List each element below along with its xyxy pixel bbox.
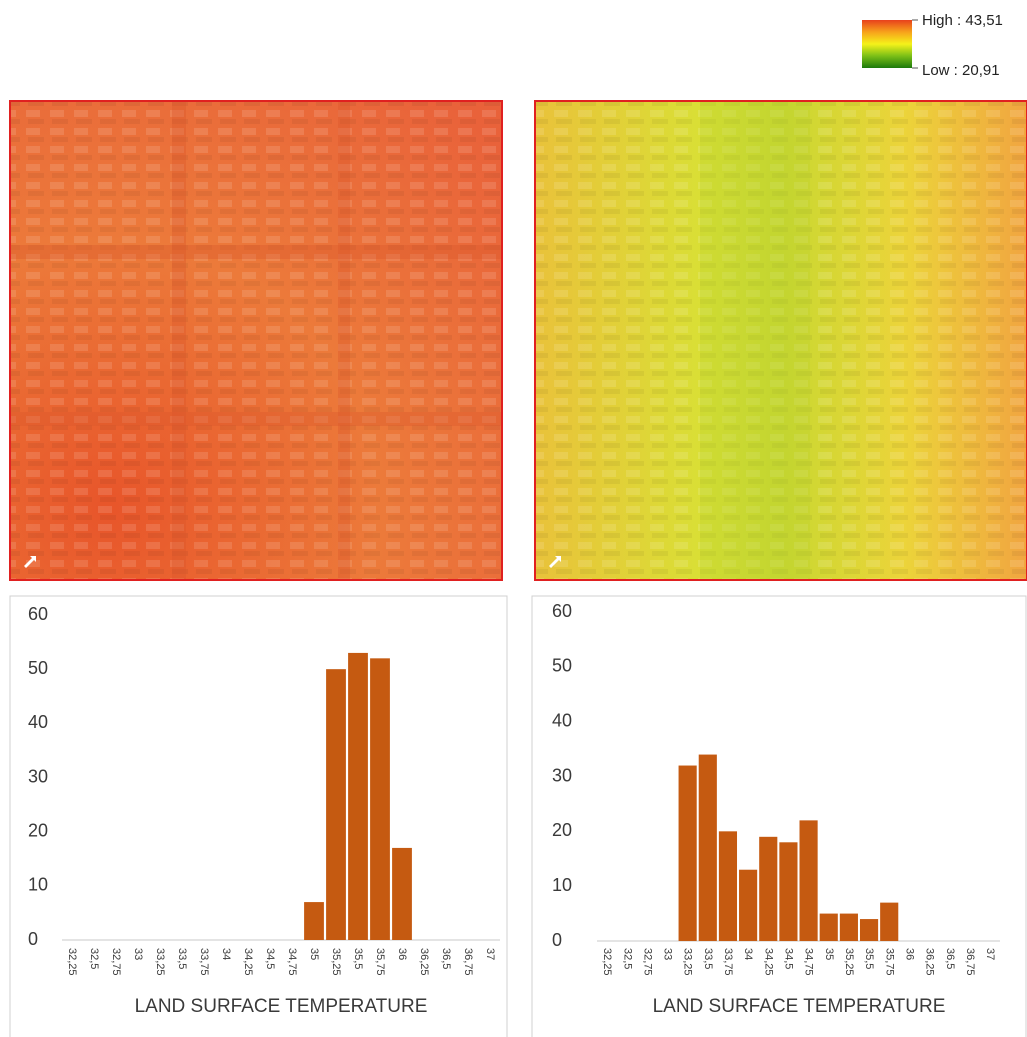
x-tick-label: 36 xyxy=(903,948,915,960)
legend-low: Low : 20,91 xyxy=(922,62,1000,79)
bar xyxy=(348,652,368,940)
x-tick-label: 33 xyxy=(132,948,144,960)
bar xyxy=(880,902,899,941)
x-tick-label: 34,5 xyxy=(264,948,276,969)
x-tick-label: 33,25 xyxy=(154,948,166,976)
bar xyxy=(739,869,758,941)
x-tick-label: 34 xyxy=(220,948,232,960)
x-tick-label: 33,5 xyxy=(176,948,188,969)
x-tick-label: 34 xyxy=(742,948,754,960)
bar xyxy=(779,842,798,941)
y-tick-label: 0 xyxy=(552,930,562,950)
x-tick-label: 32,75 xyxy=(641,948,653,976)
x-tick-label: 36,25 xyxy=(418,948,430,976)
x-tick-label: 35,25 xyxy=(843,948,855,976)
bar xyxy=(326,669,346,940)
map-left xyxy=(9,100,503,581)
legend-high: High : 43,51 xyxy=(922,12,1003,29)
x-tick-label: 36,75 xyxy=(964,948,976,976)
x-tick-label: 36,5 xyxy=(440,948,452,969)
bar xyxy=(799,820,818,941)
x-tick-label: 37 xyxy=(984,948,996,960)
x-tick-label: 33 xyxy=(662,948,674,960)
x-tick-label: 35,75 xyxy=(883,948,895,976)
x-tick-label: 32,25 xyxy=(601,948,613,976)
x-tick-label: 35 xyxy=(823,948,835,960)
x-tick-label: 33,5 xyxy=(702,948,714,969)
y-tick-label: 30 xyxy=(28,766,48,786)
x-tick-label: 37 xyxy=(484,948,496,960)
bar xyxy=(698,754,717,941)
x-tick-label: 33,75 xyxy=(722,948,734,976)
bar xyxy=(718,831,738,941)
x-tick-label: 34,5 xyxy=(783,948,795,969)
y-tick-label: 50 xyxy=(552,656,572,676)
x-tick-label: 32,5 xyxy=(621,948,633,969)
bar xyxy=(759,836,778,941)
y-tick-label: 0 xyxy=(28,929,38,949)
x-tick-label: 33,75 xyxy=(198,948,210,976)
y-tick-label: 20 xyxy=(28,820,48,840)
x-tick-label: 34,25 xyxy=(242,948,254,976)
x-tick-label: 36,5 xyxy=(944,948,956,969)
x-tick-label: 36,75 xyxy=(462,948,474,976)
x-tick-label: 32,25 xyxy=(66,948,78,976)
x-tick-label: 33,25 xyxy=(682,948,694,976)
y-tick-label: 20 xyxy=(552,820,572,840)
bar xyxy=(370,658,390,940)
y-tick-label: 40 xyxy=(28,712,48,732)
y-tick-label: 40 xyxy=(552,710,572,730)
x-tick-label: 36 xyxy=(396,948,408,960)
x-tick-label: 32,5 xyxy=(88,948,100,969)
map-right xyxy=(534,100,1027,581)
y-tick-label: 50 xyxy=(28,658,48,678)
x-axis-title: LAND SURFACE TEMPERATURE xyxy=(653,996,946,1017)
bar xyxy=(839,913,858,941)
bar xyxy=(819,913,838,941)
chart-frame xyxy=(531,595,1027,1037)
bar xyxy=(859,919,879,941)
x-tick-label: 35,5 xyxy=(863,948,875,969)
x-tick-label: 34,25 xyxy=(762,948,774,976)
x-tick-label: 35,75 xyxy=(374,948,386,976)
x-tick-label: 32,75 xyxy=(110,948,122,976)
x-tick-label: 35,25 xyxy=(330,948,342,976)
bar xyxy=(304,902,324,940)
x-tick-label: 35,5 xyxy=(352,948,364,969)
bar xyxy=(678,765,697,941)
bar xyxy=(392,847,412,940)
x-tick-label: 34,75 xyxy=(803,948,815,976)
y-tick-label: 30 xyxy=(552,765,572,785)
chart-frame xyxy=(9,595,508,1037)
x-tick-label: 36,25 xyxy=(924,948,936,976)
legend-ramp xyxy=(862,20,912,68)
y-tick-label: 60 xyxy=(28,604,48,624)
y-tick-label: 60 xyxy=(552,601,572,621)
x-axis-title: LAND SURFACE TEMPERATURE xyxy=(135,996,428,1017)
x-tick-label: 35 xyxy=(308,948,320,960)
y-tick-label: 10 xyxy=(552,875,572,895)
x-tick-label: 34,75 xyxy=(286,948,298,976)
y-tick-label: 10 xyxy=(28,875,48,895)
